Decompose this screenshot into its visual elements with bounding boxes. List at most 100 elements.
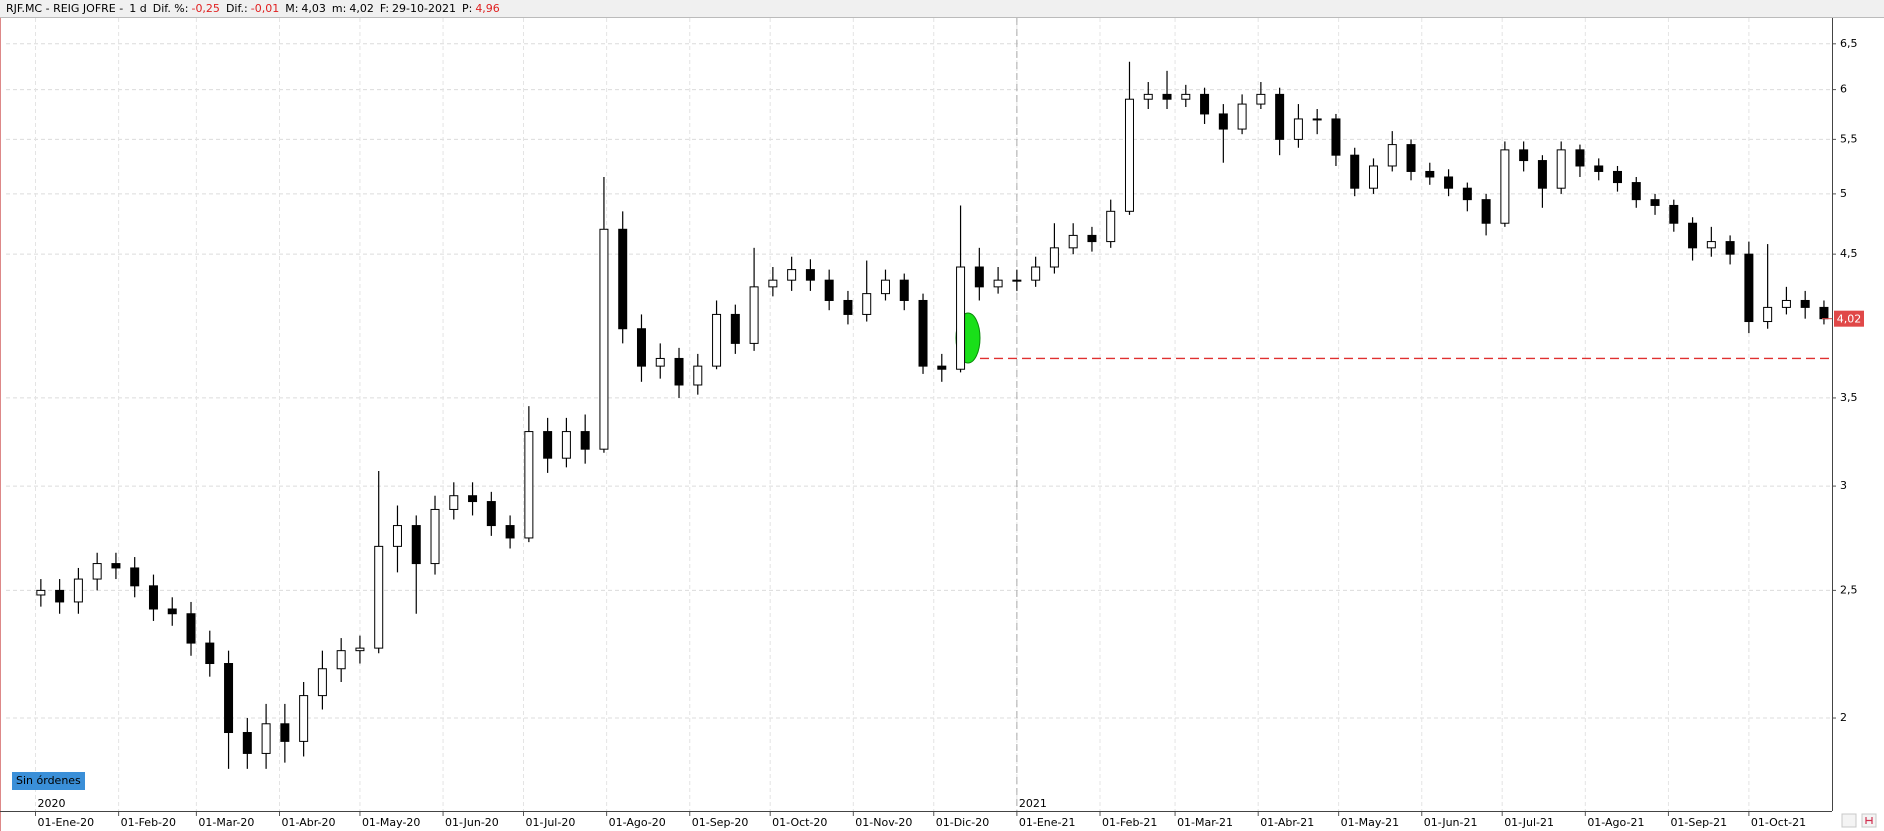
candle-body xyxy=(1519,149,1529,162)
candle-body xyxy=(824,279,834,301)
candle-body xyxy=(693,365,703,386)
icon xyxy=(1841,813,1857,828)
field-value: 4,03 xyxy=(301,2,326,15)
candle-body xyxy=(1406,144,1416,172)
candle-body xyxy=(1106,210,1116,243)
header-field: P: 4,96 xyxy=(462,2,500,15)
candle-body xyxy=(805,269,815,281)
x-tick-label: 01-Ene-20 xyxy=(37,816,94,829)
candle-body xyxy=(261,723,271,754)
candle-body xyxy=(843,299,853,315)
candle-body xyxy=(430,508,440,565)
year-label: 2021 xyxy=(1019,797,1047,810)
candle-body xyxy=(1706,241,1716,249)
candle-body xyxy=(1237,103,1247,130)
candle-body xyxy=(505,525,515,539)
x-tick-label: 01-Nov-20 xyxy=(855,816,912,829)
candle-body xyxy=(205,642,215,665)
header-field: Dif.: -0,01 xyxy=(226,2,279,15)
x-tick-label: 01-Ene-21 xyxy=(1019,816,1076,829)
symbol: RJF.MC - REIG JOFRE - xyxy=(6,2,124,15)
candle-body xyxy=(486,501,496,527)
candle-body xyxy=(618,228,628,330)
candle-body xyxy=(1275,93,1285,140)
x-tick-label: 01-Ago-21 xyxy=(1587,816,1644,829)
candle-body xyxy=(92,563,102,580)
x-tick-label: 01-Jul-21 xyxy=(1504,816,1554,829)
candle-body xyxy=(1800,299,1810,308)
candle-body xyxy=(1049,247,1059,268)
y-tick-label: 3 xyxy=(1840,479,1847,492)
candle-body xyxy=(993,279,1003,288)
candle-body xyxy=(242,732,252,754)
candle-body xyxy=(1312,118,1322,121)
candle-body xyxy=(712,313,722,367)
candle-body xyxy=(1819,306,1829,320)
field-label: Dif.: xyxy=(225,2,248,15)
candle-body xyxy=(1425,170,1435,178)
x-tick-label: 01-Jul-20 xyxy=(526,816,576,829)
candle-body xyxy=(336,650,346,670)
candle-body xyxy=(355,647,365,652)
header-field: m: 4,02 xyxy=(332,2,374,15)
candle-body xyxy=(862,293,872,315)
field-label: P: xyxy=(461,2,473,15)
y-tick-label: 6 xyxy=(1840,83,1847,96)
candle-body xyxy=(1331,118,1341,156)
candle-body xyxy=(956,266,966,370)
field-value: 4,96 xyxy=(475,2,500,15)
candle-body xyxy=(1781,299,1791,308)
candle-body xyxy=(1462,187,1472,201)
field-value: -0,25 xyxy=(191,2,220,15)
candle-body xyxy=(1594,165,1604,172)
candle-body xyxy=(1500,149,1510,224)
orders-badge: Sin órdenes xyxy=(12,772,85,790)
candle-body xyxy=(1012,279,1022,282)
y-tick-label: 2 xyxy=(1840,711,1847,724)
candle-body xyxy=(449,495,459,510)
candle-body xyxy=(768,279,778,288)
candle-body xyxy=(186,613,196,644)
candle-body xyxy=(730,313,740,344)
header-field: Dif. %: -0,25 xyxy=(153,2,220,15)
last-price-label: 4,02 xyxy=(1837,313,1862,326)
candle-body xyxy=(1200,93,1210,115)
y-tick-label: 3,5 xyxy=(1840,391,1858,404)
candle-body xyxy=(749,286,759,344)
candle-body xyxy=(1031,266,1041,281)
candle-body xyxy=(974,266,984,288)
x-tick-label: 01-Sep-21 xyxy=(1670,816,1727,829)
candle-body xyxy=(1556,149,1566,189)
candle-body xyxy=(224,663,234,734)
x-tick-label: 01-Oct-20 xyxy=(772,816,827,829)
candle-body xyxy=(899,279,909,301)
candle-body xyxy=(148,585,158,610)
candle-body xyxy=(1387,144,1397,167)
candle-body xyxy=(1124,98,1134,212)
candle-body xyxy=(1725,241,1735,255)
header-field: F: 29-10-2021 xyxy=(380,2,456,15)
candle-body xyxy=(1293,118,1303,140)
candle-body xyxy=(111,563,121,569)
candle-body xyxy=(299,695,309,742)
candle-body xyxy=(580,431,590,450)
icon-glyph xyxy=(1865,817,1873,824)
candle-body xyxy=(1688,222,1698,249)
candle-body xyxy=(1481,199,1491,224)
candle-body xyxy=(674,357,684,386)
candle-body xyxy=(918,299,928,367)
candle-body xyxy=(1368,165,1378,189)
x-tick-label: 01-Oct-21 xyxy=(1751,816,1806,829)
field-value: 4,02 xyxy=(349,2,374,15)
y-tick-label: 5 xyxy=(1840,187,1847,200)
candle-body xyxy=(280,723,290,742)
candle-body xyxy=(1763,306,1773,323)
y-tick-label: 6,5 xyxy=(1840,37,1858,50)
candle-body xyxy=(599,228,609,450)
candle-body xyxy=(787,269,797,281)
x-tick-label: 01-Jun-20 xyxy=(445,816,499,829)
y-tick-label: 5,5 xyxy=(1840,132,1858,145)
last-price-box xyxy=(1834,310,1864,327)
x-tick-label: 01-May-21 xyxy=(1341,816,1399,829)
x-tick-label: 01-Mar-21 xyxy=(1177,816,1233,829)
